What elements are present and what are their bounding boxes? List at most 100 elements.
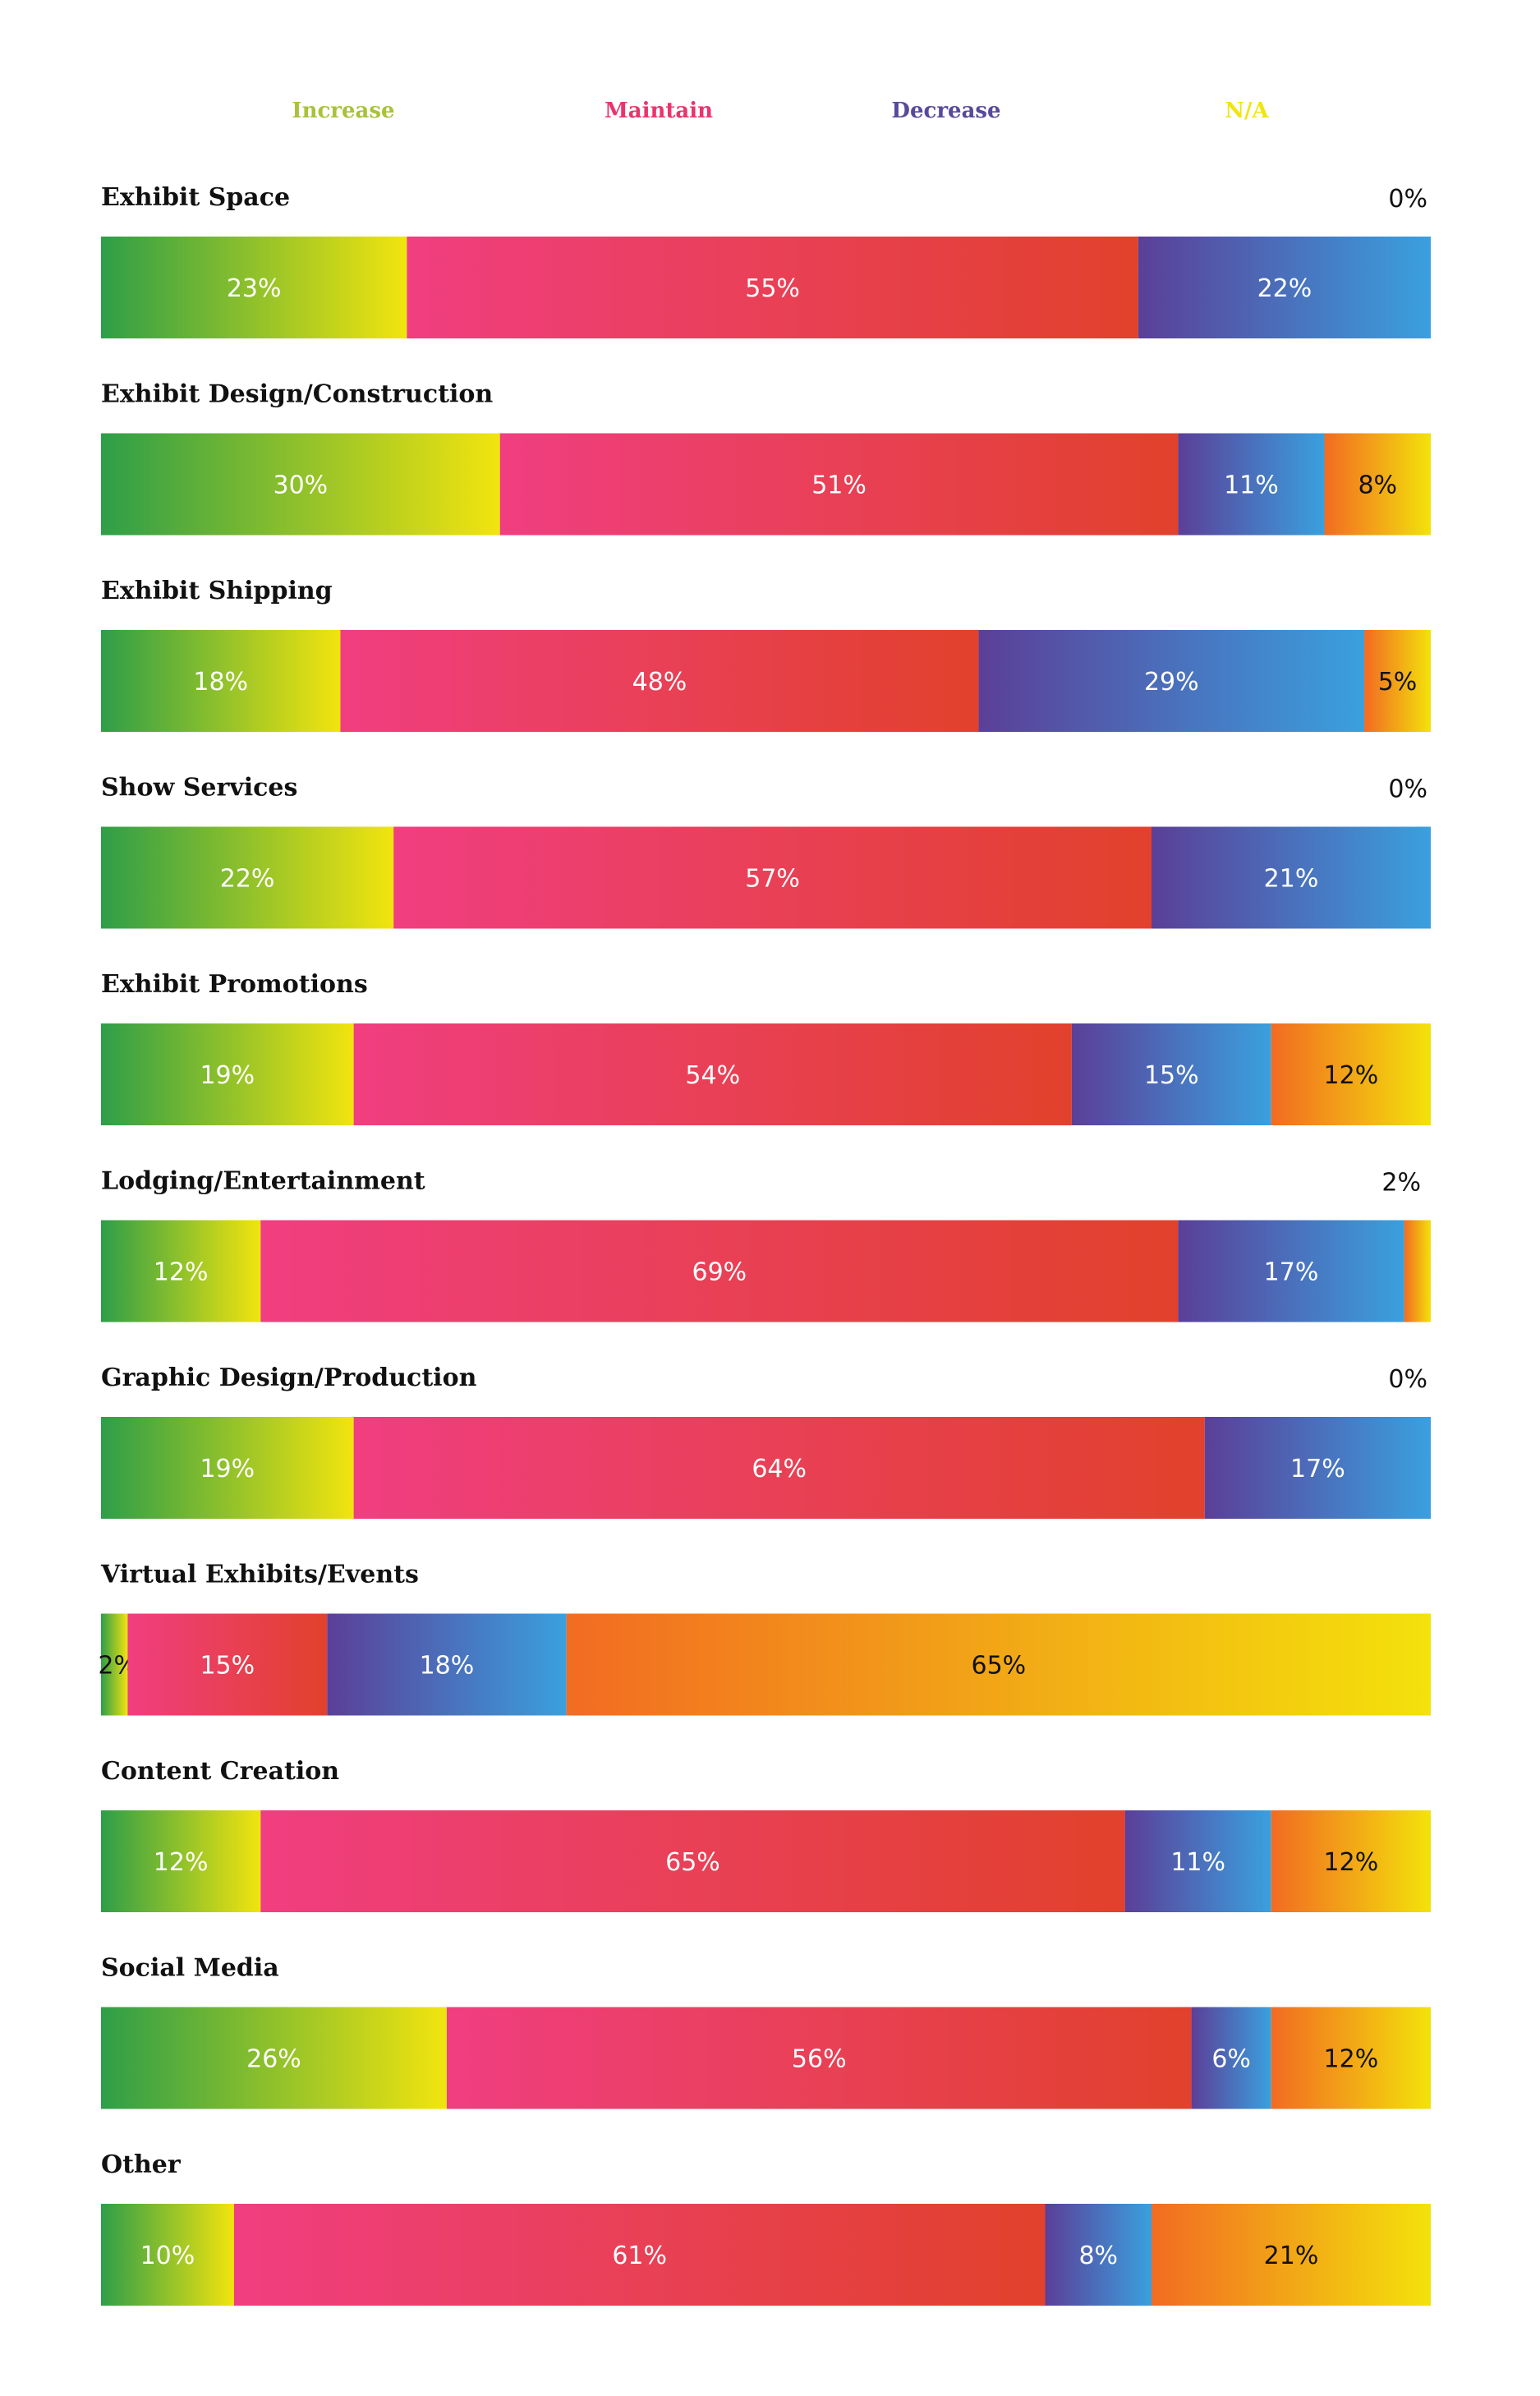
legend-maintain: Maintain	[605, 99, 713, 123]
bar-segment-increase	[101, 826, 394, 929]
value-label-maintain: 56%	[792, 2045, 847, 2074]
bar-segment-decrease	[327, 1613, 567, 1716]
value-label-increase: 19%	[200, 1455, 255, 1483]
bar-segment-maintain	[499, 433, 1179, 536]
category-label: Show Services	[101, 774, 297, 802]
value-label-decrease: 15%	[1144, 1061, 1199, 1090]
bar-segment-n-a	[1271, 1023, 1431, 1125]
bar-segment-maintain	[127, 1613, 328, 1716]
value-label-maintain: 65%	[665, 1848, 720, 1877]
category-label: Exhibit Shipping	[101, 577, 333, 605]
bar-segment-decrease	[1045, 2204, 1152, 2306]
value-label-maintain: 48%	[632, 668, 687, 697]
bar-segment-n-a	[1324, 433, 1431, 536]
legend-decrease: Decrease	[891, 99, 1000, 123]
value-label-maintain: 51%	[811, 471, 867, 500]
value-label-n-a: 12%	[1324, 1848, 1379, 1877]
value-label-increase: 12%	[154, 1848, 209, 1877]
bar-segment-decrease	[1152, 826, 1431, 929]
chart-rows: Exhibit Space 23% 55% 22% 0% Exhibit Design/C…	[98, 183, 1431, 2306]
bar-segment-n-a	[1152, 2204, 1431, 2306]
value-label-n-a: 0%	[1388, 185, 1427, 214]
value-label-n-a: 12%	[1324, 2045, 1379, 2074]
value-label-decrease: 6%	[1211, 2045, 1251, 2074]
category-label: Social Media	[101, 1954, 279, 1983]
value-label-maintain: 61%	[612, 2242, 667, 2270]
row-other: Other 10% 61% 8% 21%	[101, 2150, 1431, 2306]
value-label-increase: 26%	[246, 2045, 301, 2074]
row-show-services: Show Services 22% 57% 21% 0%	[101, 774, 1431, 929]
legend-n-a: N/A	[1225, 99, 1269, 123]
category-label: Lodging/Entertainment	[101, 1167, 425, 1196]
value-label-increase: 12%	[154, 1258, 209, 1287]
category-label: Exhibit Design/Construction	[101, 380, 493, 409]
row-social-media: Social Media 26% 56% 6% 12%	[101, 1954, 1431, 2109]
value-label-increase: 10%	[140, 2242, 195, 2270]
category-label: Virtual Exhibits/Events	[100, 1561, 419, 1589]
value-label-increase: 18%	[193, 668, 248, 697]
value-label-maintain: 54%	[685, 1061, 740, 1090]
bar-segment-maintain	[353, 1023, 1072, 1125]
row-exhibit-design-construction: Exhibit Design/Construction 30% 51% 11% 8%	[101, 380, 1431, 536]
bar-segment-maintain	[260, 1810, 1125, 1912]
value-label-maintain: 69%	[692, 1258, 747, 1287]
bar-segment-maintain	[233, 2204, 1046, 2306]
value-label-decrease: 8%	[1078, 2242, 1118, 2270]
value-label-n-a: 2%	[1381, 1169, 1421, 1198]
value-label-decrease: 21%	[1264, 865, 1319, 894]
row-lodging-entertainment: Lodging/Entertainment 12% 69% 17% 2%	[101, 1167, 1431, 1322]
bar-segment-n-a	[1271, 2007, 1431, 2109]
row-exhibit-shipping: Exhibit Shipping 18% 48% 29% 5%	[101, 577, 1431, 732]
bar-segment-increase	[101, 1613, 128, 1716]
value-label-decrease: 18%	[420, 1652, 475, 1681]
bar-segment-increase	[101, 1023, 354, 1125]
bar-segment-n-a	[1271, 1810, 1431, 1912]
bar-segment-decrease	[1124, 1810, 1271, 1912]
value-label-n-a: 0%	[1388, 775, 1427, 804]
value-label-decrease: 29%	[1144, 668, 1199, 697]
bar-segment-maintain	[446, 2007, 1192, 2109]
value-label-decrease: 11%	[1224, 471, 1279, 500]
value-label-maintain: 55%	[745, 274, 800, 303]
value-label-n-a: 65%	[971, 1652, 1026, 1681]
row-graphic-design-production: Graphic Design/Production 19% 64% 17% 0%	[101, 1364, 1431, 1519]
category-label: Other	[101, 2150, 182, 2179]
bar-segment-n-a	[1364, 630, 1431, 732]
value-label-n-a: 8%	[1358, 471, 1397, 500]
value-label-maintain: 57%	[745, 865, 800, 894]
bar-segment-n-a	[566, 1613, 1431, 1716]
bar-segment-maintain	[260, 1220, 1179, 1322]
value-label-increase: 22%	[220, 865, 275, 894]
value-label-increase: 30%	[274, 471, 329, 500]
bar-segment-decrease	[1178, 433, 1325, 536]
value-label-decrease: 17%	[1264, 1258, 1319, 1287]
row-exhibit-promotions: Exhibit Promotions 19% 54% 15% 12%	[101, 970, 1431, 1125]
value-label-decrease: 17%	[1290, 1455, 1345, 1483]
bar-segment-decrease	[1204, 1417, 1431, 1519]
value-label-maintain: 15%	[200, 1652, 255, 1681]
bar-segment-decrease	[1138, 237, 1431, 338]
bar-segment-maintain	[393, 826, 1152, 929]
bar-segment-increase	[101, 2204, 234, 2306]
category-label: Content Creation	[101, 1757, 339, 1786]
bar-segment-increase	[101, 2007, 447, 2109]
chart-legend: Increase Maintain Decrease N/A	[292, 99, 1269, 123]
bar-segment-increase	[101, 630, 341, 732]
bar-segment-increase	[101, 237, 407, 338]
bar-segment-n-a	[1404, 1220, 1431, 1322]
bar-segment-maintain	[340, 630, 979, 732]
value-label-increase: 23%	[227, 274, 282, 303]
category-label: Exhibit Space	[101, 183, 290, 212]
row-exhibit-space: Exhibit Space 23% 55% 22% 0%	[101, 183, 1431, 338]
value-label-n-a: 5%	[1378, 668, 1418, 697]
bar-segment-increase	[101, 1220, 261, 1322]
bar-segment-decrease	[1178, 1220, 1404, 1322]
bar-segment-decrease	[978, 630, 1365, 732]
bar-segment-maintain	[407, 237, 1138, 338]
value-label-maintain: 64%	[752, 1455, 807, 1483]
bar-segment-increase	[101, 433, 500, 536]
value-label-n-a: 12%	[1324, 1061, 1379, 1090]
value-label-decrease: 11%	[1170, 1848, 1225, 1877]
bar-segment-maintain	[353, 1417, 1205, 1519]
